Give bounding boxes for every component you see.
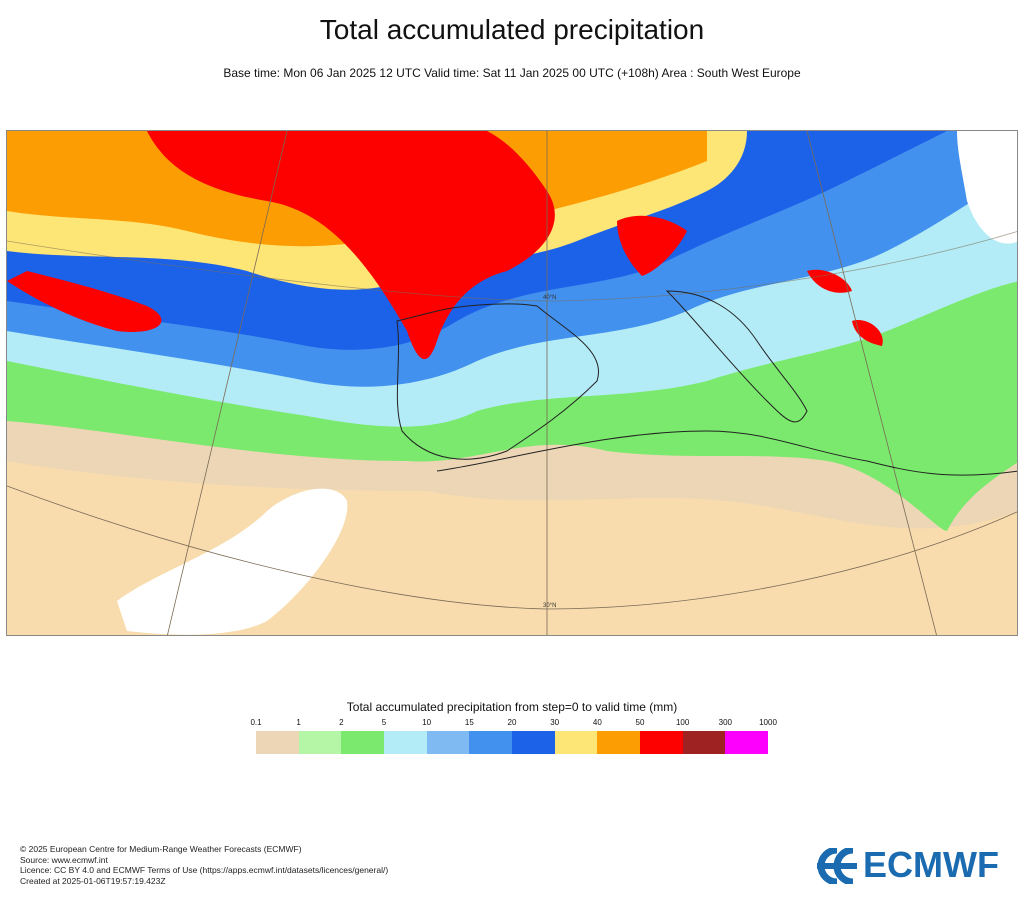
precip-band-50-100mm [147,131,555,360]
legend-color-box [682,731,726,754]
longitude-line [167,131,288,635]
legend-tick-label: 100 [675,718,690,727]
legend-color-box [725,731,769,754]
latitude-label-30n: 30°N [543,603,556,609]
legend-color-box [554,731,598,754]
footer-copyright: © 2025 European Centre for Medium-Range … [20,844,302,854]
coastline-north-africa [436,430,1017,476]
latitude-line-40n [7,231,1017,302]
ecmwf-logo-text: ECMWF [863,844,999,885]
footer-source: Source: www.ecmwf.int [20,854,108,865]
legend-color-box [426,731,470,754]
legend-color-bar [256,731,769,754]
ecmwf-logo: ECMWF [813,844,1009,886]
precip-patch-east-2 [852,320,883,346]
precip-patch-west [7,271,162,332]
legend-color-box [597,731,641,754]
precip-patch-east-1 [807,269,852,293]
legend-color-box [298,731,342,754]
legend-title: Total accumulated precipitation from ste… [346,700,678,714]
legend-tick-label: 20 [507,718,517,727]
legend-color-box [384,731,427,754]
longitude-line [806,131,937,635]
legend-tick-label: 300 [718,718,733,727]
legend-ticks: 0.1 1 2 5 10 15 20 30 40 50 100 300 1000 [250,718,776,730]
legend-tick-label: 50 [635,718,645,727]
footer-licence: Licence: CC BY 4.0 and ECMWF Terms of Us… [20,865,389,875]
legend-tick-label: 15 [464,718,474,727]
legend-tick-label: 30 [550,718,560,727]
legend-tick-label: 10 [422,718,432,727]
legend-tick-label: 1 [296,718,301,727]
chart-subtitle: Base time: Mon 06 Jan 2025 12 UTC Valid … [223,66,801,80]
legend-tick-label: 5 [381,718,387,727]
coastline-iberia [396,303,600,460]
dry-area-northeast [957,131,1017,244]
legend-tick-label: 2 [339,718,344,727]
footer: © 2025 European Centre for Medium-Range … [20,844,388,886]
chart-title: Total accumulated precipitation [319,14,705,45]
coastline-italy [665,290,808,423]
ecmwf-logo-icon [817,848,857,884]
legend-tick-label: 0.1 [250,718,262,727]
legend-tick-label: 40 [592,718,602,727]
footer-created: Created at 2025-01-06T19:57:19.423Z [20,875,166,886]
latitude-label-40n: 40°N [543,295,556,301]
legend-tick-label: 1000 [759,718,777,727]
legend-color-box [256,731,299,754]
dry-area-southwest [117,488,348,635]
precipitation-map: 30°N 40°N [6,130,1018,636]
legend-color-box [469,731,513,754]
legend-color-box [512,731,555,754]
legend-color-box [640,731,683,754]
precip-patch-central [617,215,687,276]
legend-color-box [341,731,385,754]
